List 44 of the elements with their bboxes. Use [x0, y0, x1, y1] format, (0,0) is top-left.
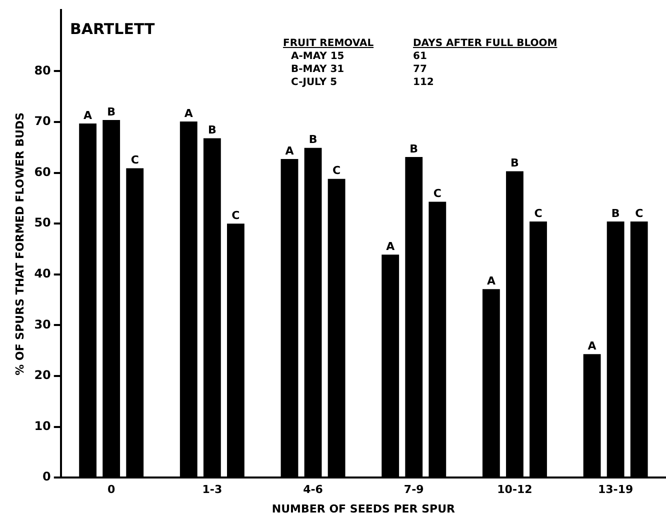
annotation: FRUIT REMOVAL: [283, 38, 375, 49]
series-label: B: [208, 124, 216, 137]
text: C: [635, 206, 644, 220]
annotation: 77: [413, 64, 428, 75]
series-label: C: [130, 154, 139, 167]
y-tick-label: 40: [34, 266, 51, 281]
annotation: C-JULY 5: [290, 77, 338, 88]
x-tick-label: 1-3: [202, 483, 222, 496]
text: B: [410, 142, 418, 156]
text: C: [433, 187, 442, 200]
x-tick-label: 4-6: [303, 483, 324, 496]
y-tick-label: 60: [34, 164, 51, 179]
x-tick-label: 10-12: [497, 483, 532, 496]
y-tick-label: 20: [34, 368, 51, 382]
annotation: 61: [413, 51, 428, 62]
y-tick-label: 0: [42, 470, 51, 484]
y-axis-title: % OF SPURS THAT FORMED FLOWER BUDS: [13, 112, 26, 376]
annotation: 112: [413, 77, 435, 88]
annotation: B-MAY 31: [290, 64, 346, 75]
text: A: [285, 144, 294, 158]
y-tick-label: 80: [34, 63, 51, 78]
x-tick-label: 0: [107, 483, 116, 496]
y-tick-label: 10: [34, 418, 51, 433]
text: A: [588, 340, 596, 353]
x-axis-title: NUMBER OF SEEDS PER SPUR: [272, 502, 456, 516]
series-label: A: [386, 240, 396, 253]
y-tick-label: 30: [34, 317, 51, 332]
text: B: [308, 133, 318, 146]
text: B: [611, 206, 620, 220]
y-tick-label: 50: [34, 216, 51, 230]
text: B: [510, 156, 519, 170]
annotation: DAYS AFTER FULL BLOOM: [413, 38, 558, 49]
text: A: [184, 106, 193, 120]
text: C: [332, 164, 341, 178]
text: A: [486, 274, 496, 288]
text: A: [84, 108, 92, 122]
text: C: [232, 208, 240, 222]
annotation: A-MAY 15: [290, 51, 346, 62]
text: BARTLETT: [70, 20, 155, 38]
y-tick-label: 70: [34, 114, 51, 128]
text: B: [107, 105, 116, 118]
x-tick-label: 7-9: [404, 483, 424, 496]
x-tick-label: 13-19: [598, 483, 634, 496]
text: C: [534, 206, 542, 220]
